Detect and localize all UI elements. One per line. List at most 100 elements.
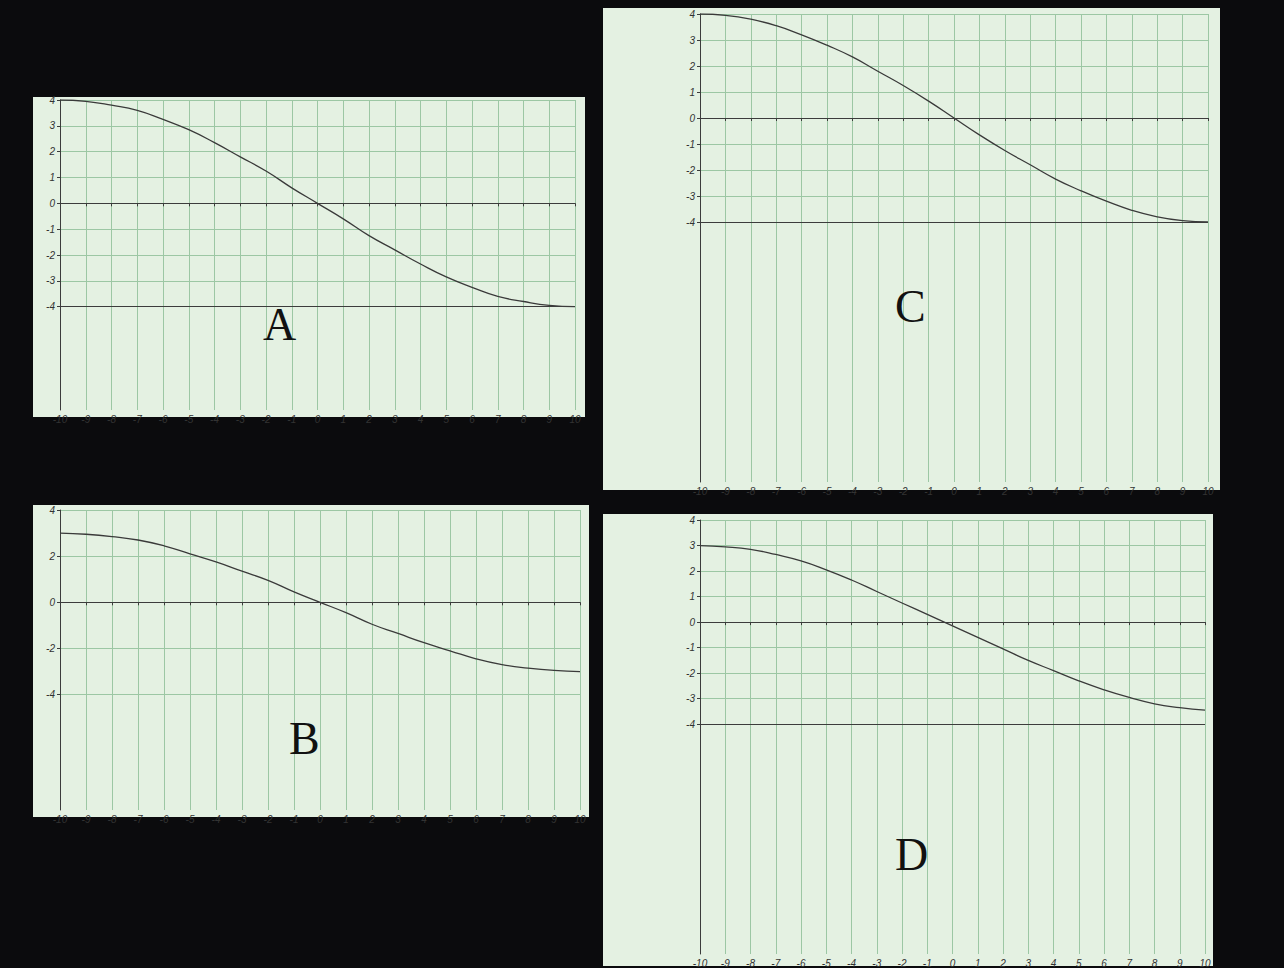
svg-text:-6: -6: [797, 958, 806, 968]
svg-text:0: 0: [951, 486, 957, 497]
svg-text:9: 9: [546, 414, 552, 425]
svg-text:-3: -3: [236, 414, 245, 425]
svg-text:0: 0: [315, 414, 321, 425]
svg-text:-1: -1: [924, 486, 933, 497]
svg-text:7: 7: [1126, 958, 1132, 968]
svg-text:1: 1: [49, 172, 55, 183]
svg-text:0: 0: [689, 617, 695, 628]
svg-text:5: 5: [1078, 486, 1084, 497]
svg-text:5: 5: [443, 414, 449, 425]
svg-text:2: 2: [999, 958, 1006, 968]
svg-text:-4: -4: [847, 958, 856, 968]
svg-text:10: 10: [569, 414, 581, 425]
svg-text:-5: -5: [184, 414, 193, 425]
svg-text:1: 1: [977, 486, 983, 497]
svg-text:2: 2: [365, 414, 372, 425]
svg-text:-1: -1: [287, 414, 296, 425]
svg-text:0: 0: [49, 597, 55, 608]
svg-text:5: 5: [1076, 958, 1082, 968]
svg-text:4: 4: [421, 814, 427, 825]
svg-text:0: 0: [49, 198, 55, 209]
svg-text:-7: -7: [133, 414, 142, 425]
svg-text:A: A: [263, 299, 296, 350]
svg-text:-5: -5: [186, 814, 195, 825]
svg-text:4: 4: [1051, 958, 1057, 968]
svg-text:3: 3: [1025, 958, 1031, 968]
svg-text:8: 8: [1154, 486, 1160, 497]
svg-text:1: 1: [340, 414, 346, 425]
svg-text:1: 1: [975, 958, 981, 968]
svg-text:-5: -5: [823, 486, 832, 497]
svg-text:7: 7: [499, 814, 505, 825]
svg-text:-7: -7: [771, 958, 780, 968]
svg-text:-3: -3: [46, 275, 55, 286]
svg-text:7: 7: [495, 414, 501, 425]
svg-text:-2: -2: [686, 668, 695, 679]
svg-text:3: 3: [689, 35, 695, 46]
svg-text:6: 6: [473, 814, 479, 825]
svg-text:-1: -1: [923, 958, 932, 968]
svg-text:2: 2: [688, 61, 695, 72]
svg-text:-4: -4: [212, 814, 221, 825]
svg-text:8: 8: [1152, 958, 1158, 968]
svg-text:4: 4: [418, 414, 424, 425]
svg-text:-1: -1: [46, 224, 55, 235]
svg-text:-8: -8: [746, 486, 755, 497]
svg-text:-4: -4: [848, 486, 857, 497]
svg-text:2: 2: [1001, 486, 1008, 497]
svg-text:-10: -10: [693, 486, 708, 497]
svg-text:-4: -4: [686, 217, 695, 228]
svg-text:-3: -3: [873, 486, 882, 497]
svg-text:8: 8: [521, 414, 527, 425]
svg-text:8: 8: [525, 814, 531, 825]
svg-text:-9: -9: [721, 958, 730, 968]
svg-text:-2: -2: [264, 814, 273, 825]
svg-text:-2: -2: [262, 414, 271, 425]
svg-text:9: 9: [551, 814, 557, 825]
svg-text:4: 4: [689, 9, 695, 20]
svg-text:-3: -3: [872, 958, 881, 968]
svg-text:-10: -10: [693, 958, 708, 968]
svg-text:-8: -8: [107, 414, 116, 425]
svg-text:-1: -1: [686, 642, 695, 653]
svg-text:-10: -10: [53, 414, 68, 425]
svg-text:-4: -4: [46, 689, 55, 700]
svg-text:4: 4: [689, 515, 695, 526]
svg-text:4: 4: [1053, 486, 1059, 497]
svg-text:2: 2: [368, 814, 375, 825]
svg-text:6: 6: [1104, 486, 1110, 497]
svg-text:-9: -9: [721, 486, 730, 497]
svg-text:2: 2: [48, 551, 55, 562]
svg-text:-1: -1: [290, 814, 299, 825]
svg-text:2: 2: [688, 566, 695, 577]
svg-text:-6: -6: [160, 814, 169, 825]
svg-text:-3: -3: [686, 693, 695, 704]
svg-text:3: 3: [1027, 486, 1033, 497]
svg-text:-3: -3: [686, 191, 695, 202]
svg-text:4: 4: [49, 505, 55, 516]
svg-text:-3: -3: [238, 814, 247, 825]
svg-text:5: 5: [447, 814, 453, 825]
svg-text:6: 6: [1101, 958, 1107, 968]
svg-text:-8: -8: [108, 814, 117, 825]
svg-text:-10: -10: [53, 814, 68, 825]
svg-text:2: 2: [48, 146, 55, 157]
svg-text:9: 9: [1180, 486, 1186, 497]
svg-text:-6: -6: [159, 414, 168, 425]
svg-text:10: 10: [1202, 486, 1214, 497]
svg-text:4: 4: [49, 95, 55, 106]
svg-text:D: D: [895, 829, 928, 880]
svg-text:1: 1: [689, 591, 695, 602]
svg-text:-7: -7: [134, 814, 143, 825]
svg-text:0: 0: [689, 113, 695, 124]
svg-text:-4: -4: [46, 301, 55, 312]
svg-text:9: 9: [1177, 958, 1183, 968]
svg-text:B: B: [289, 713, 320, 764]
svg-text:-5: -5: [822, 958, 831, 968]
svg-text:3: 3: [689, 540, 695, 551]
svg-text:1: 1: [689, 87, 695, 98]
svg-text:-2: -2: [686, 165, 695, 176]
svg-text:-9: -9: [82, 814, 91, 825]
svg-text:-7: -7: [772, 486, 781, 497]
svg-text:3: 3: [392, 414, 398, 425]
